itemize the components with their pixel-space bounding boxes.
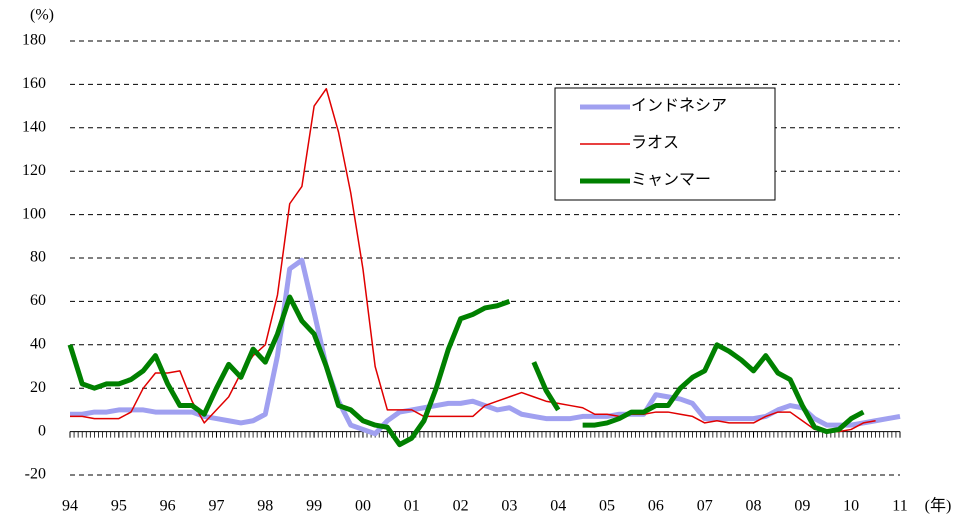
y-tick-label: 120 bbox=[22, 162, 46, 179]
y-tick-label: 100 bbox=[22, 205, 46, 222]
y-tick-label: 0 bbox=[38, 422, 46, 439]
x-tick-label: 08 bbox=[746, 498, 762, 515]
x-tick-label: 00 bbox=[355, 498, 371, 515]
y-tick-label: -20 bbox=[25, 466, 46, 483]
x-tick-label: 07 bbox=[697, 498, 713, 515]
y-tick-label: 160 bbox=[22, 75, 46, 92]
legend-label: ラオス bbox=[631, 135, 679, 152]
series-line bbox=[67, 294, 865, 448]
x-tick-label: 05 bbox=[599, 498, 615, 515]
x-tick-label: 02 bbox=[453, 498, 469, 515]
x-tick-label: 99 bbox=[306, 498, 322, 515]
x-tick-label: 95 bbox=[111, 498, 127, 515]
legend-label: ミャンマー bbox=[631, 172, 711, 189]
x-tick-label: 10 bbox=[843, 498, 859, 515]
y-tick-label: 80 bbox=[30, 249, 46, 266]
series-line bbox=[70, 87, 876, 433]
y-tick-label: 20 bbox=[30, 379, 46, 396]
x-tick-label: 97 bbox=[208, 498, 224, 515]
x-unit: (年) bbox=[925, 497, 952, 515]
x-tick-label: 01 bbox=[404, 498, 420, 515]
x-tick-label: 96 bbox=[160, 498, 176, 515]
x-tick-label: 09 bbox=[794, 498, 810, 515]
x-tick-label: 98 bbox=[257, 498, 273, 515]
legend-label: インドネシア bbox=[631, 97, 727, 115]
x-tick-label: 04 bbox=[550, 498, 566, 515]
x-tick-label: 11 bbox=[892, 498, 907, 515]
y-tick-label: 180 bbox=[22, 32, 46, 49]
x-tick-label: 03 bbox=[501, 498, 517, 515]
x-tick-label: 94 bbox=[62, 498, 78, 515]
x-tick-label: 06 bbox=[648, 498, 664, 515]
y-tick-label: 140 bbox=[22, 118, 46, 135]
y-tick-label: 60 bbox=[30, 292, 46, 309]
y-unit: (%) bbox=[30, 7, 54, 24]
y-tick-label: 40 bbox=[30, 335, 46, 352]
